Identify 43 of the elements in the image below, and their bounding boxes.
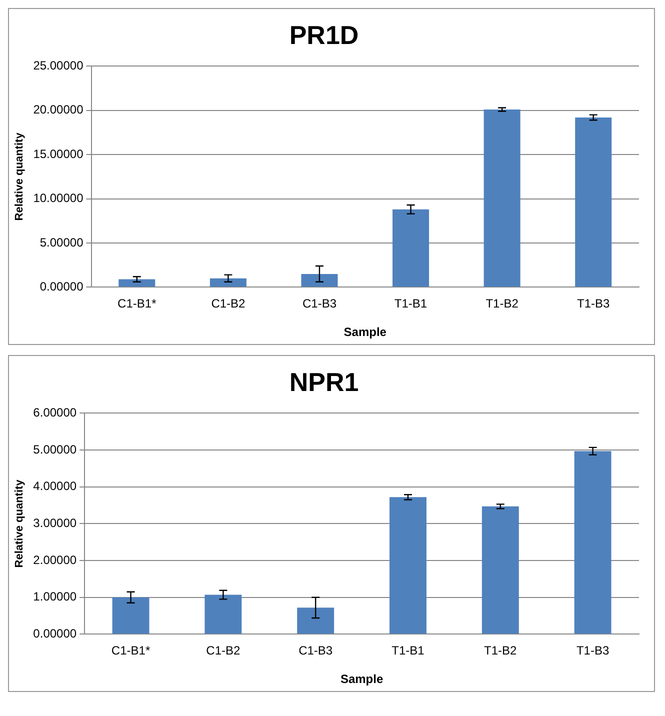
bar bbox=[118, 279, 156, 287]
x-tick-label: C1-B1* bbox=[118, 296, 157, 311]
y-tick-label: 25.00000 bbox=[33, 58, 84, 73]
x-tick-label: C1-B3 bbox=[302, 296, 337, 311]
x-tick-label: C1-B2 bbox=[206, 644, 241, 658]
x-tick-label: T1-B3 bbox=[576, 644, 610, 658]
x-tick-label: T1-B1 bbox=[392, 644, 425, 658]
x-axis-title: Sample bbox=[340, 672, 384, 686]
bar bbox=[392, 209, 430, 287]
x-tick-label: C1-B1* bbox=[111, 644, 150, 658]
x-tick-label: T1-B2 bbox=[484, 644, 518, 658]
x-tick-label: C1-B3 bbox=[298, 644, 333, 658]
y-tick-label: 0.00000 bbox=[40, 280, 84, 294]
x-tick-label: T1-B2 bbox=[486, 296, 519, 311]
y-axis-title: Relative quantity bbox=[14, 132, 26, 221]
y-tick-label: 4.00000 bbox=[33, 479, 77, 494]
bar bbox=[112, 597, 150, 634]
bar bbox=[574, 451, 612, 634]
y-axis-title: Relative quantity bbox=[14, 478, 26, 568]
y-tick-label: 20.00000 bbox=[33, 102, 84, 117]
y-tick-label: 3.00000 bbox=[33, 516, 77, 530]
bar bbox=[390, 497, 426, 634]
bar bbox=[484, 110, 520, 287]
y-tick-label: 2.00000 bbox=[33, 552, 77, 567]
y-tick-label: 6.00000 bbox=[33, 406, 77, 420]
x-axis-title: Sample bbox=[344, 325, 387, 340]
x-tick-label: T1-B1 bbox=[394, 296, 428, 311]
bar bbox=[297, 608, 334, 634]
y-tick-label: 5.00000 bbox=[33, 442, 77, 456]
y-tick-label: 0.00000 bbox=[33, 626, 77, 641]
y-tick-label: 15.00000 bbox=[33, 146, 84, 161]
bar bbox=[301, 274, 338, 287]
bar bbox=[210, 278, 246, 287]
x-tick-label: T1-B3 bbox=[577, 296, 610, 311]
chart-title: NPR1 bbox=[289, 366, 359, 397]
bar bbox=[204, 594, 242, 634]
chart-title: PR1D bbox=[289, 20, 359, 50]
bar bbox=[575, 117, 612, 287]
y-tick-label: 10.00000 bbox=[33, 191, 84, 206]
x-tick-label: C1-B2 bbox=[211, 296, 246, 311]
bar bbox=[482, 506, 519, 634]
y-tick-label: 1.00000 bbox=[33, 590, 77, 604]
y-tick-label: 5.00000 bbox=[40, 235, 84, 250]
